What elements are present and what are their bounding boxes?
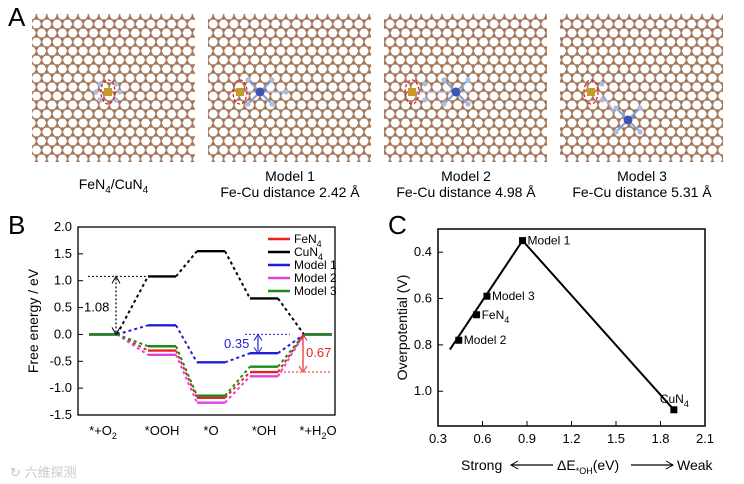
arrow-head bbox=[253, 333, 263, 341]
panel-label-a: A bbox=[8, 2, 26, 32]
x-tick-label: 1.8 bbox=[651, 431, 669, 446]
watermark-icon: ↻ bbox=[10, 465, 25, 480]
energy-connector bbox=[175, 350, 198, 399]
y-tick-label: 0.6 bbox=[414, 291, 432, 306]
x-tick-label: *+H2O bbox=[299, 423, 336, 441]
x-tick-label: 0.6 bbox=[473, 431, 491, 446]
y-tick-label: 0.5 bbox=[54, 300, 72, 315]
data-point bbox=[455, 336, 463, 344]
data-point bbox=[483, 292, 491, 300]
structure-model-2 bbox=[384, 14, 547, 162]
arrow-head bbox=[509, 460, 519, 470]
y-tick-label: 0.0 bbox=[54, 326, 72, 341]
energy-connector bbox=[116, 333, 149, 352]
energy-connector bbox=[116, 333, 149, 356]
free-energy-chart: 2.0 1.5 1.0 0.5 0.0 -0.5 -1.0 -1.5 Free energy /… bbox=[25, 219, 337, 441]
energy-connector bbox=[277, 297, 305, 336]
plot-frame bbox=[77, 226, 336, 416]
annotation-label: 0.35 bbox=[224, 336, 249, 351]
energy-connector bbox=[277, 333, 305, 373]
structure-caption-0: FeN4/CuN4 bbox=[78, 176, 149, 196]
y-tick-label: 2.0 bbox=[54, 219, 72, 234]
structure-title: Model 2 bbox=[441, 168, 491, 184]
energy-connector bbox=[175, 250, 198, 278]
structure-distance: Fe-Cu distance 4.98 Å bbox=[396, 184, 536, 200]
structure-distance: Fe-Cu distance 5.31 Å bbox=[572, 184, 712, 200]
x-tick-label: 0.3 bbox=[429, 431, 447, 446]
y-tick-label: 1.5 bbox=[54, 246, 72, 261]
arrow-head bbox=[111, 327, 121, 336]
x-tick-label: 1.2 bbox=[562, 431, 580, 446]
y-tick-label: -0.5 bbox=[50, 353, 72, 368]
x-tick-label: *OOH bbox=[145, 423, 180, 438]
data-point bbox=[670, 406, 678, 414]
y-tick-label: -1.5 bbox=[50, 407, 72, 422]
y-axis-label: Free energy / eV bbox=[25, 268, 41, 373]
energy-connector bbox=[277, 333, 305, 355]
y-tick-label: 1.0 bbox=[414, 383, 432, 398]
panel-label-c: C bbox=[388, 210, 407, 240]
volcano-chart: 0.3 0.6 0.9 1.2 1.5 1.8 2.1 0.4 0.6 0.8 1.0 Overpot… bbox=[394, 228, 714, 476]
energy-connector bbox=[277, 333, 305, 368]
structure-model-3 bbox=[560, 14, 723, 162]
data-point bbox=[519, 237, 527, 245]
energy-connector bbox=[277, 333, 305, 377]
energy-connector bbox=[175, 354, 198, 404]
point-label: Model 2 bbox=[464, 333, 507, 347]
legend-label: CuN4 bbox=[294, 245, 323, 262]
point-label: CuN4 bbox=[660, 392, 689, 409]
point-label: Model 1 bbox=[528, 234, 571, 248]
energy-connector bbox=[224, 366, 251, 397]
structure-caption-1: Model 1 Fe-Cu distance 2.42 Å bbox=[200, 168, 380, 200]
point-label: FeN4 bbox=[482, 308, 510, 325]
structure-fen4-cun4 bbox=[32, 14, 195, 162]
energy-connector bbox=[224, 250, 251, 299]
legend-label: FeN4 bbox=[294, 232, 322, 249]
y-tick-label: 0.8 bbox=[414, 337, 432, 352]
structure-title: Model 3 bbox=[617, 168, 667, 184]
point-label: Model 3 bbox=[492, 289, 535, 303]
y-axis-label: Overpotential (V) bbox=[394, 275, 410, 381]
x-tick-label: *+O2 bbox=[89, 423, 117, 441]
arrow-head bbox=[253, 346, 263, 355]
x-tick-label: *OH bbox=[252, 423, 277, 438]
energy-connector bbox=[224, 352, 251, 364]
x-tick-label: 0.9 bbox=[518, 431, 536, 446]
structure-title: Model 1 bbox=[265, 168, 315, 184]
legend-label: Model 2 bbox=[294, 271, 337, 285]
volcano-line bbox=[449, 238, 675, 411]
legend-label: Model 1 bbox=[294, 258, 337, 272]
y-tick-label: -1.0 bbox=[50, 380, 72, 395]
x-tick-label: 2.1 bbox=[696, 431, 714, 446]
arrow-head bbox=[111, 275, 121, 284]
watermark: ↻ 六维探测 bbox=[10, 465, 77, 480]
x-axis-left-label: Strong bbox=[461, 457, 502, 473]
structure-distance: Fe-Cu distance 2.42 Å bbox=[220, 184, 360, 200]
structure-model-1 bbox=[208, 14, 371, 162]
arrow-head bbox=[298, 333, 308, 341]
annotation-label: 1.08 bbox=[84, 300, 109, 315]
legend-label: Model 3 bbox=[294, 284, 337, 298]
data-point bbox=[473, 311, 481, 319]
energy-connector bbox=[116, 324, 149, 336]
arrow-head bbox=[665, 460, 675, 470]
energy-connector bbox=[224, 375, 251, 404]
energy-connector bbox=[175, 324, 198, 363]
x-tick-label: *O bbox=[203, 423, 218, 438]
annotation-label: 0.67 bbox=[306, 345, 331, 360]
energy-connector bbox=[224, 371, 251, 399]
structure-caption-2: Model 2 Fe-Cu distance 4.98 Å bbox=[376, 168, 556, 200]
y-tick-label: 0.4 bbox=[414, 244, 432, 259]
arrow-head bbox=[298, 365, 308, 373]
x-axis-label: ΔE*OH(eV) bbox=[557, 457, 619, 476]
energy-connector bbox=[116, 275, 149, 335]
x-axis-right-label: Weak bbox=[677, 457, 714, 473]
y-tick-label: 1.0 bbox=[54, 273, 72, 288]
structure-images bbox=[32, 14, 723, 162]
energy-connector bbox=[175, 345, 198, 397]
panel-label-b: B bbox=[8, 210, 26, 240]
x-tick-label: 1.5 bbox=[607, 431, 625, 446]
structure-caption-3: Model 3 Fe-Cu distance 5.31 Å bbox=[552, 168, 732, 200]
